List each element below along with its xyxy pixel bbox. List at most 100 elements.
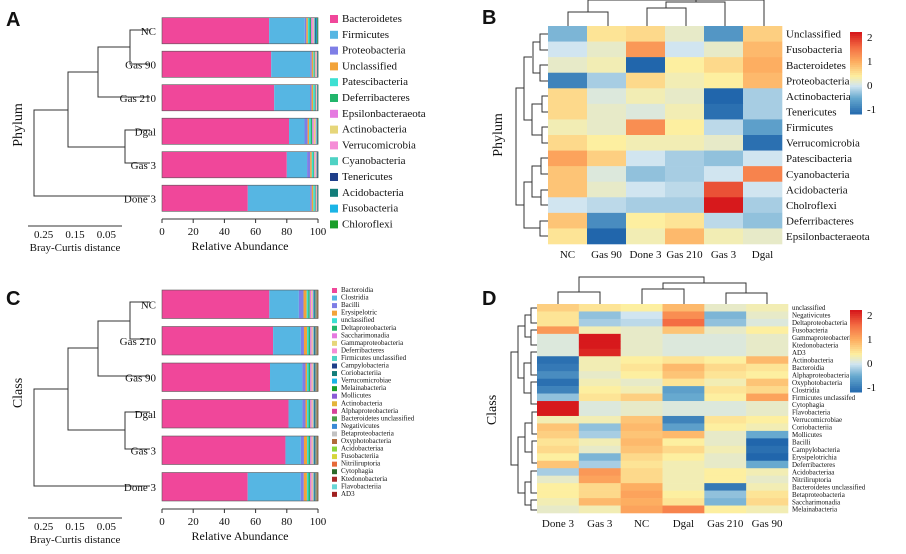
bar-segment bbox=[307, 436, 309, 465]
bar-segment bbox=[310, 436, 312, 465]
colorbar-segment bbox=[850, 93, 862, 97]
category-label: Done 3 bbox=[124, 482, 157, 494]
heatmap-cell bbox=[620, 453, 663, 462]
colorbar-segment bbox=[850, 344, 862, 348]
x-tick-label: 20 bbox=[188, 516, 200, 528]
heatmap-cell bbox=[662, 415, 705, 424]
heatmap-cell bbox=[665, 26, 705, 42]
panel-label-b: B bbox=[482, 7, 496, 29]
legend-swatch bbox=[332, 484, 337, 490]
heatmap-cell bbox=[578, 408, 621, 417]
colorbar-tick: 2 bbox=[867, 310, 873, 322]
legend-label: Bacteroidetes bbox=[342, 13, 402, 25]
column-dendrogram bbox=[567, 11, 609, 26]
row-label: Bacteroidia bbox=[792, 364, 825, 372]
row-label: Unclassified bbox=[786, 29, 841, 41]
row-dendrogram bbox=[523, 362, 531, 394]
colorbar-segment bbox=[850, 365, 862, 368]
heatmap-cell bbox=[662, 333, 705, 342]
heatmap-cell bbox=[587, 72, 627, 89]
legend-label: unclassified bbox=[341, 316, 375, 324]
heatmap-cell bbox=[578, 490, 621, 499]
legend-label: Bacteroidia bbox=[341, 286, 374, 294]
row-label: Erysipelotrichia bbox=[792, 453, 838, 461]
heatmap-cell bbox=[662, 304, 705, 312]
bar-segment bbox=[304, 118, 308, 145]
colorbar-tick: 2 bbox=[867, 32, 873, 44]
legend-swatch bbox=[332, 454, 337, 460]
heatmap-cell bbox=[537, 401, 580, 409]
row-label: Coriobacteriia bbox=[792, 424, 833, 432]
legend-swatch bbox=[332, 446, 337, 452]
bar-segment bbox=[314, 51, 316, 78]
colorbar-segment bbox=[850, 79, 862, 82]
heatmap-cell bbox=[578, 475, 621, 484]
heatmap-cell bbox=[587, 197, 627, 214]
legend-swatch bbox=[332, 423, 337, 429]
legend-swatch bbox=[332, 431, 337, 437]
bar-segment bbox=[269, 17, 305, 44]
column-label: Dgal bbox=[752, 249, 773, 261]
heatmap-cell bbox=[746, 498, 789, 506]
heatmap-cell bbox=[537, 498, 580, 506]
colorbar-segment bbox=[850, 95, 862, 99]
colorbar-segment bbox=[850, 387, 862, 391]
bar-segment bbox=[162, 326, 274, 355]
colorbar-segment bbox=[850, 355, 862, 358]
bar-segment bbox=[313, 185, 315, 212]
bar-segment bbox=[313, 51, 315, 78]
heatmap-cell bbox=[578, 341, 621, 350]
column-label: Done 3 bbox=[542, 518, 575, 530]
colorbar-segment bbox=[850, 70, 862, 74]
legend-swatch bbox=[332, 348, 337, 354]
legend-label: Mollicutes bbox=[341, 392, 371, 400]
colorbar-segment bbox=[850, 75, 862, 78]
legend-label: Melainabacteria bbox=[341, 384, 387, 392]
bar-segment bbox=[271, 51, 311, 78]
heatmap-cell bbox=[743, 135, 783, 151]
heatmap-cell bbox=[743, 57, 783, 74]
heatmap-cell bbox=[704, 490, 747, 499]
panel-label-a: A bbox=[6, 9, 20, 31]
colorbar-segment bbox=[850, 312, 862, 315]
bar-outline bbox=[161, 17, 319, 45]
bar-outline bbox=[161, 117, 319, 145]
bar-segment bbox=[312, 118, 314, 145]
heatmap-cell bbox=[662, 453, 705, 462]
colorbar-tick: 0 bbox=[867, 80, 873, 92]
bar-segment bbox=[274, 84, 311, 111]
heatmap-cell bbox=[704, 498, 747, 506]
bar-segment bbox=[309, 118, 311, 145]
row-label: Cyanobacteria bbox=[786, 169, 850, 181]
dendrogram-branch bbox=[33, 388, 150, 487]
heatmap-cell bbox=[578, 415, 621, 424]
legend-swatch bbox=[332, 393, 337, 399]
bar-segment bbox=[310, 399, 312, 428]
colorbar-segment bbox=[850, 66, 862, 70]
row-label: Bacilli bbox=[792, 439, 811, 447]
bar-segment bbox=[162, 436, 286, 465]
legend-label: Deltaproteobacteria bbox=[341, 324, 397, 332]
heatmap-cell bbox=[746, 475, 789, 484]
heatmap-cell bbox=[626, 26, 666, 42]
bar-segment bbox=[305, 363, 308, 392]
heatmap-cell bbox=[743, 119, 783, 136]
heatmap-cell bbox=[620, 363, 663, 372]
legend-swatch bbox=[330, 141, 338, 150]
category-label: NC bbox=[141, 299, 156, 311]
row-dendrogram bbox=[510, 351, 518, 466]
x-tick-label: 40 bbox=[219, 516, 231, 528]
bar-segment bbox=[307, 399, 309, 428]
colorbar-segment bbox=[850, 342, 862, 346]
bar-segment bbox=[312, 290, 314, 319]
colorbar-segment bbox=[850, 89, 862, 92]
heatmap-cell bbox=[704, 445, 747, 454]
x-tick-label: 20 bbox=[188, 226, 200, 238]
heatmap-cell bbox=[578, 401, 621, 409]
colorbar-segment bbox=[850, 379, 862, 383]
colorbar-segment bbox=[850, 83, 862, 86]
heatmap-cell bbox=[743, 181, 783, 198]
heatmap-cell bbox=[746, 415, 789, 424]
legend-swatch bbox=[332, 416, 337, 422]
heatmap-cell bbox=[704, 333, 747, 342]
